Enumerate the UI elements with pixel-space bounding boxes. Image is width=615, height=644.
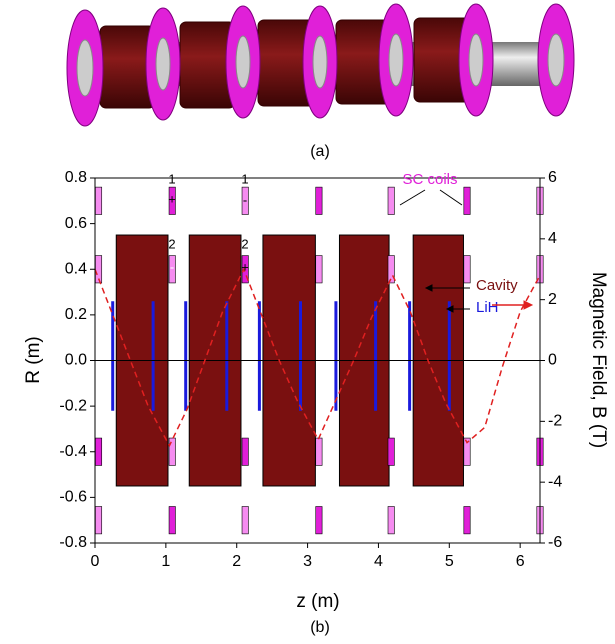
annotation: + bbox=[168, 191, 176, 206]
x-axis-label: z (m) bbox=[296, 591, 339, 612]
caption-b: (b) bbox=[310, 619, 330, 636]
coil bbox=[242, 438, 248, 465]
y2-tick-label: 6 bbox=[548, 169, 557, 186]
coil bbox=[388, 256, 394, 283]
annotation: - bbox=[170, 259, 174, 274]
annotation: 2 bbox=[241, 236, 248, 251]
x-tick-label: 5 bbox=[445, 553, 454, 570]
x-tick-label: 0 bbox=[91, 553, 100, 570]
y-tick-label: 0.4 bbox=[65, 260, 87, 277]
coil bbox=[388, 438, 394, 465]
coil bbox=[169, 438, 175, 465]
coil bbox=[316, 187, 322, 214]
coil bbox=[388, 187, 394, 214]
y-tick-label: -0.8 bbox=[59, 534, 87, 551]
y-axis-label: R (m) bbox=[23, 336, 44, 383]
render-3d bbox=[67, 4, 574, 126]
coil bbox=[169, 507, 175, 534]
x-tick-label: 6 bbox=[516, 553, 525, 570]
y2-tick-label: -4 bbox=[548, 473, 562, 490]
y2-tick-label: -2 bbox=[548, 413, 562, 430]
x-tick-label: 3 bbox=[303, 553, 312, 570]
y2-tick-label: 2 bbox=[548, 291, 557, 308]
annotation: 1 bbox=[241, 171, 248, 186]
y2-tick-label: 4 bbox=[548, 230, 557, 247]
coil bbox=[316, 256, 322, 283]
coil bbox=[316, 438, 322, 465]
coil bbox=[464, 256, 470, 283]
coil bbox=[95, 187, 101, 214]
coil bbox=[464, 187, 470, 214]
coil bbox=[316, 507, 322, 534]
caption-a: (a) bbox=[310, 143, 330, 160]
x-tick-label: 4 bbox=[374, 553, 383, 570]
coil bbox=[388, 507, 394, 534]
annotation: LiH bbox=[476, 299, 499, 316]
annotation: 2 bbox=[168, 236, 175, 251]
figure: (a) (b) z (m) R (m) Magnetic Field, B (T… bbox=[0, 0, 615, 639]
coil bbox=[242, 507, 248, 534]
y-tick-label: -0.4 bbox=[59, 443, 87, 460]
y2-axis-label: Magnetic Field, B (T) bbox=[588, 272, 609, 448]
y-tick-label: 0.0 bbox=[65, 352, 87, 369]
annotation: SC coils bbox=[402, 171, 457, 188]
y-tick-label: 0.8 bbox=[65, 169, 87, 186]
annotation: + bbox=[241, 259, 249, 274]
annotation: 1 bbox=[168, 171, 175, 186]
y-tick-label: 0.6 bbox=[65, 215, 87, 232]
y2-tick-label: -6 bbox=[548, 534, 562, 551]
y-tick-label: 0.2 bbox=[65, 306, 87, 323]
coil bbox=[95, 438, 101, 465]
x-tick-label: 1 bbox=[161, 553, 170, 570]
y-tick-label: -0.2 bbox=[59, 397, 87, 414]
y-tick-label: -0.6 bbox=[59, 489, 87, 506]
coil bbox=[464, 507, 470, 534]
x-tick-label: 2 bbox=[232, 553, 241, 570]
annotation: - bbox=[243, 192, 247, 207]
coil bbox=[95, 507, 101, 534]
annotation: Cavity bbox=[476, 277, 518, 294]
y2-tick-label: 0 bbox=[548, 352, 557, 369]
